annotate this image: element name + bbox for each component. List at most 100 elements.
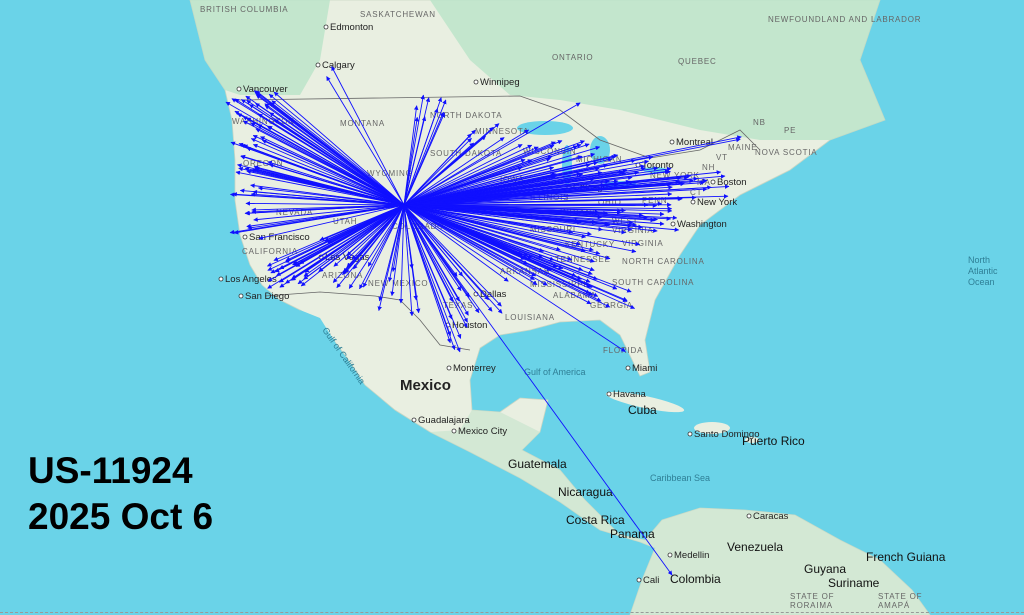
flight-arrow — [403, 204, 421, 314]
map-label: Gulf of America — [524, 367, 586, 377]
map-label: Cuba — [628, 403, 657, 417]
map-label: NEW MEXICO — [368, 279, 428, 288]
flight-arrow — [403, 204, 414, 317]
flight-arrow — [403, 204, 561, 215]
flight-arrow — [403, 204, 461, 353]
flight-arrow — [324, 204, 405, 242]
flight-arrow — [403, 204, 628, 302]
flight-arrow — [348, 204, 405, 289]
flight-arrow — [367, 204, 405, 267]
flight-arrow — [261, 139, 405, 206]
west-canada-green — [190, 0, 330, 95]
map-label: Vancouver — [243, 84, 288, 95]
flight-arrow — [403, 195, 697, 206]
flight-arrow — [403, 204, 603, 232]
map-label: Medellin — [674, 550, 709, 561]
flight-arrow — [403, 204, 592, 305]
city-dot — [242, 234, 248, 240]
flight-arrow — [403, 204, 452, 337]
flight-arrow — [331, 66, 405, 206]
flight-arrow — [403, 204, 673, 576]
map-label: BRITISH COLUMBIA — [200, 5, 288, 14]
map-label: NEWFOUNDLAND AND LABRADOR — [768, 15, 921, 24]
city-dot — [411, 417, 417, 423]
flight-arrow — [246, 169, 405, 206]
flight-arrow — [403, 204, 636, 309]
flight-arrow — [276, 204, 405, 276]
flight-arrow — [403, 144, 533, 206]
map-label: Calgary — [322, 60, 355, 71]
city-dot — [667, 552, 673, 558]
map-label: PE — [784, 126, 796, 135]
flight-arrow — [403, 152, 596, 206]
city-dot — [710, 179, 716, 185]
map-label: NEW YORK — [650, 171, 700, 180]
city-dot — [625, 365, 631, 371]
us-canada-border — [237, 95, 761, 159]
flight-arrow — [403, 204, 561, 252]
map-label: Edmonton — [330, 22, 373, 33]
puerto-rico-island — [745, 437, 759, 443]
flight-arrow — [327, 204, 405, 244]
map-label: PENN — [642, 196, 667, 205]
map-label: NEVADA — [276, 208, 313, 217]
flight-arrow — [359, 204, 405, 290]
flight-arrow — [336, 204, 405, 289]
map-label: WYOMING — [367, 169, 413, 178]
flight-arrow — [403, 164, 646, 206]
flight-arrow — [271, 100, 405, 206]
map-label: New York — [697, 197, 737, 208]
flight-arrow — [403, 204, 611, 308]
map-label: Suriname — [828, 576, 880, 590]
city-dot — [636, 577, 642, 583]
map-label: KENTUCKY — [565, 240, 615, 249]
city-dot — [687, 431, 693, 437]
map-label: Guatemala — [508, 457, 567, 471]
flight-arrow — [403, 145, 601, 206]
flight-arrow — [403, 204, 595, 272]
city-dot — [446, 365, 452, 371]
map-label: Monterrey — [453, 363, 496, 374]
flight-arrow — [235, 170, 405, 206]
flight-arrow — [403, 159, 533, 206]
map-label: Puerto Rico — [742, 434, 805, 448]
map-label: Caracas — [753, 511, 789, 522]
flight-arrow — [403, 112, 445, 206]
map-label: Houston — [452, 320, 487, 331]
flight-arrow — [403, 97, 443, 206]
flight-arrow — [225, 101, 405, 206]
map-label: NOVA SCOTIA — [755, 148, 817, 157]
flight-arrow — [403, 204, 503, 314]
flight-arrow — [403, 146, 539, 206]
map-label: ONTARIO — [552, 53, 593, 62]
flight-arrow — [346, 204, 405, 260]
flight-arrow — [326, 76, 405, 206]
map-label: Mexico — [400, 377, 451, 394]
map-label: Winnipeg — [480, 77, 520, 88]
map-label: Toronto — [642, 160, 674, 171]
station-id: US-11924 — [28, 450, 193, 491]
map-label: ARKANSAS — [500, 267, 550, 276]
flight-arrow — [403, 204, 462, 339]
flight-arrow — [403, 204, 609, 227]
map-label: French Guiana — [866, 550, 946, 564]
city-dot — [473, 79, 479, 85]
map-label: Nicaragua — [558, 485, 613, 499]
map-label: MISSISSIPPI — [530, 280, 586, 289]
map-label: UTAH — [333, 217, 357, 226]
city-dot — [236, 86, 242, 92]
map-label: Guyana — [804, 562, 846, 576]
flight-arrow — [253, 204, 405, 222]
flight-arrow — [403, 204, 637, 254]
map-label: TEXAS — [443, 301, 473, 310]
flight-arrow — [403, 171, 627, 206]
flight-arrow — [403, 204, 584, 271]
landmass — [189, 0, 931, 615]
map-label: Caribbean Sea — [650, 473, 710, 483]
map-label: San Francisco — [249, 232, 310, 243]
map-label: COLORADO — [392, 222, 444, 231]
city-dot — [690, 199, 696, 205]
city-dot — [323, 24, 329, 30]
flight-arrow — [403, 170, 722, 206]
